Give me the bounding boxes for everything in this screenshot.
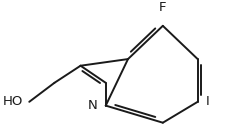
Text: F: F bbox=[159, 1, 167, 14]
Text: I: I bbox=[205, 95, 209, 108]
Text: HO: HO bbox=[3, 95, 24, 108]
Text: N: N bbox=[88, 99, 98, 112]
